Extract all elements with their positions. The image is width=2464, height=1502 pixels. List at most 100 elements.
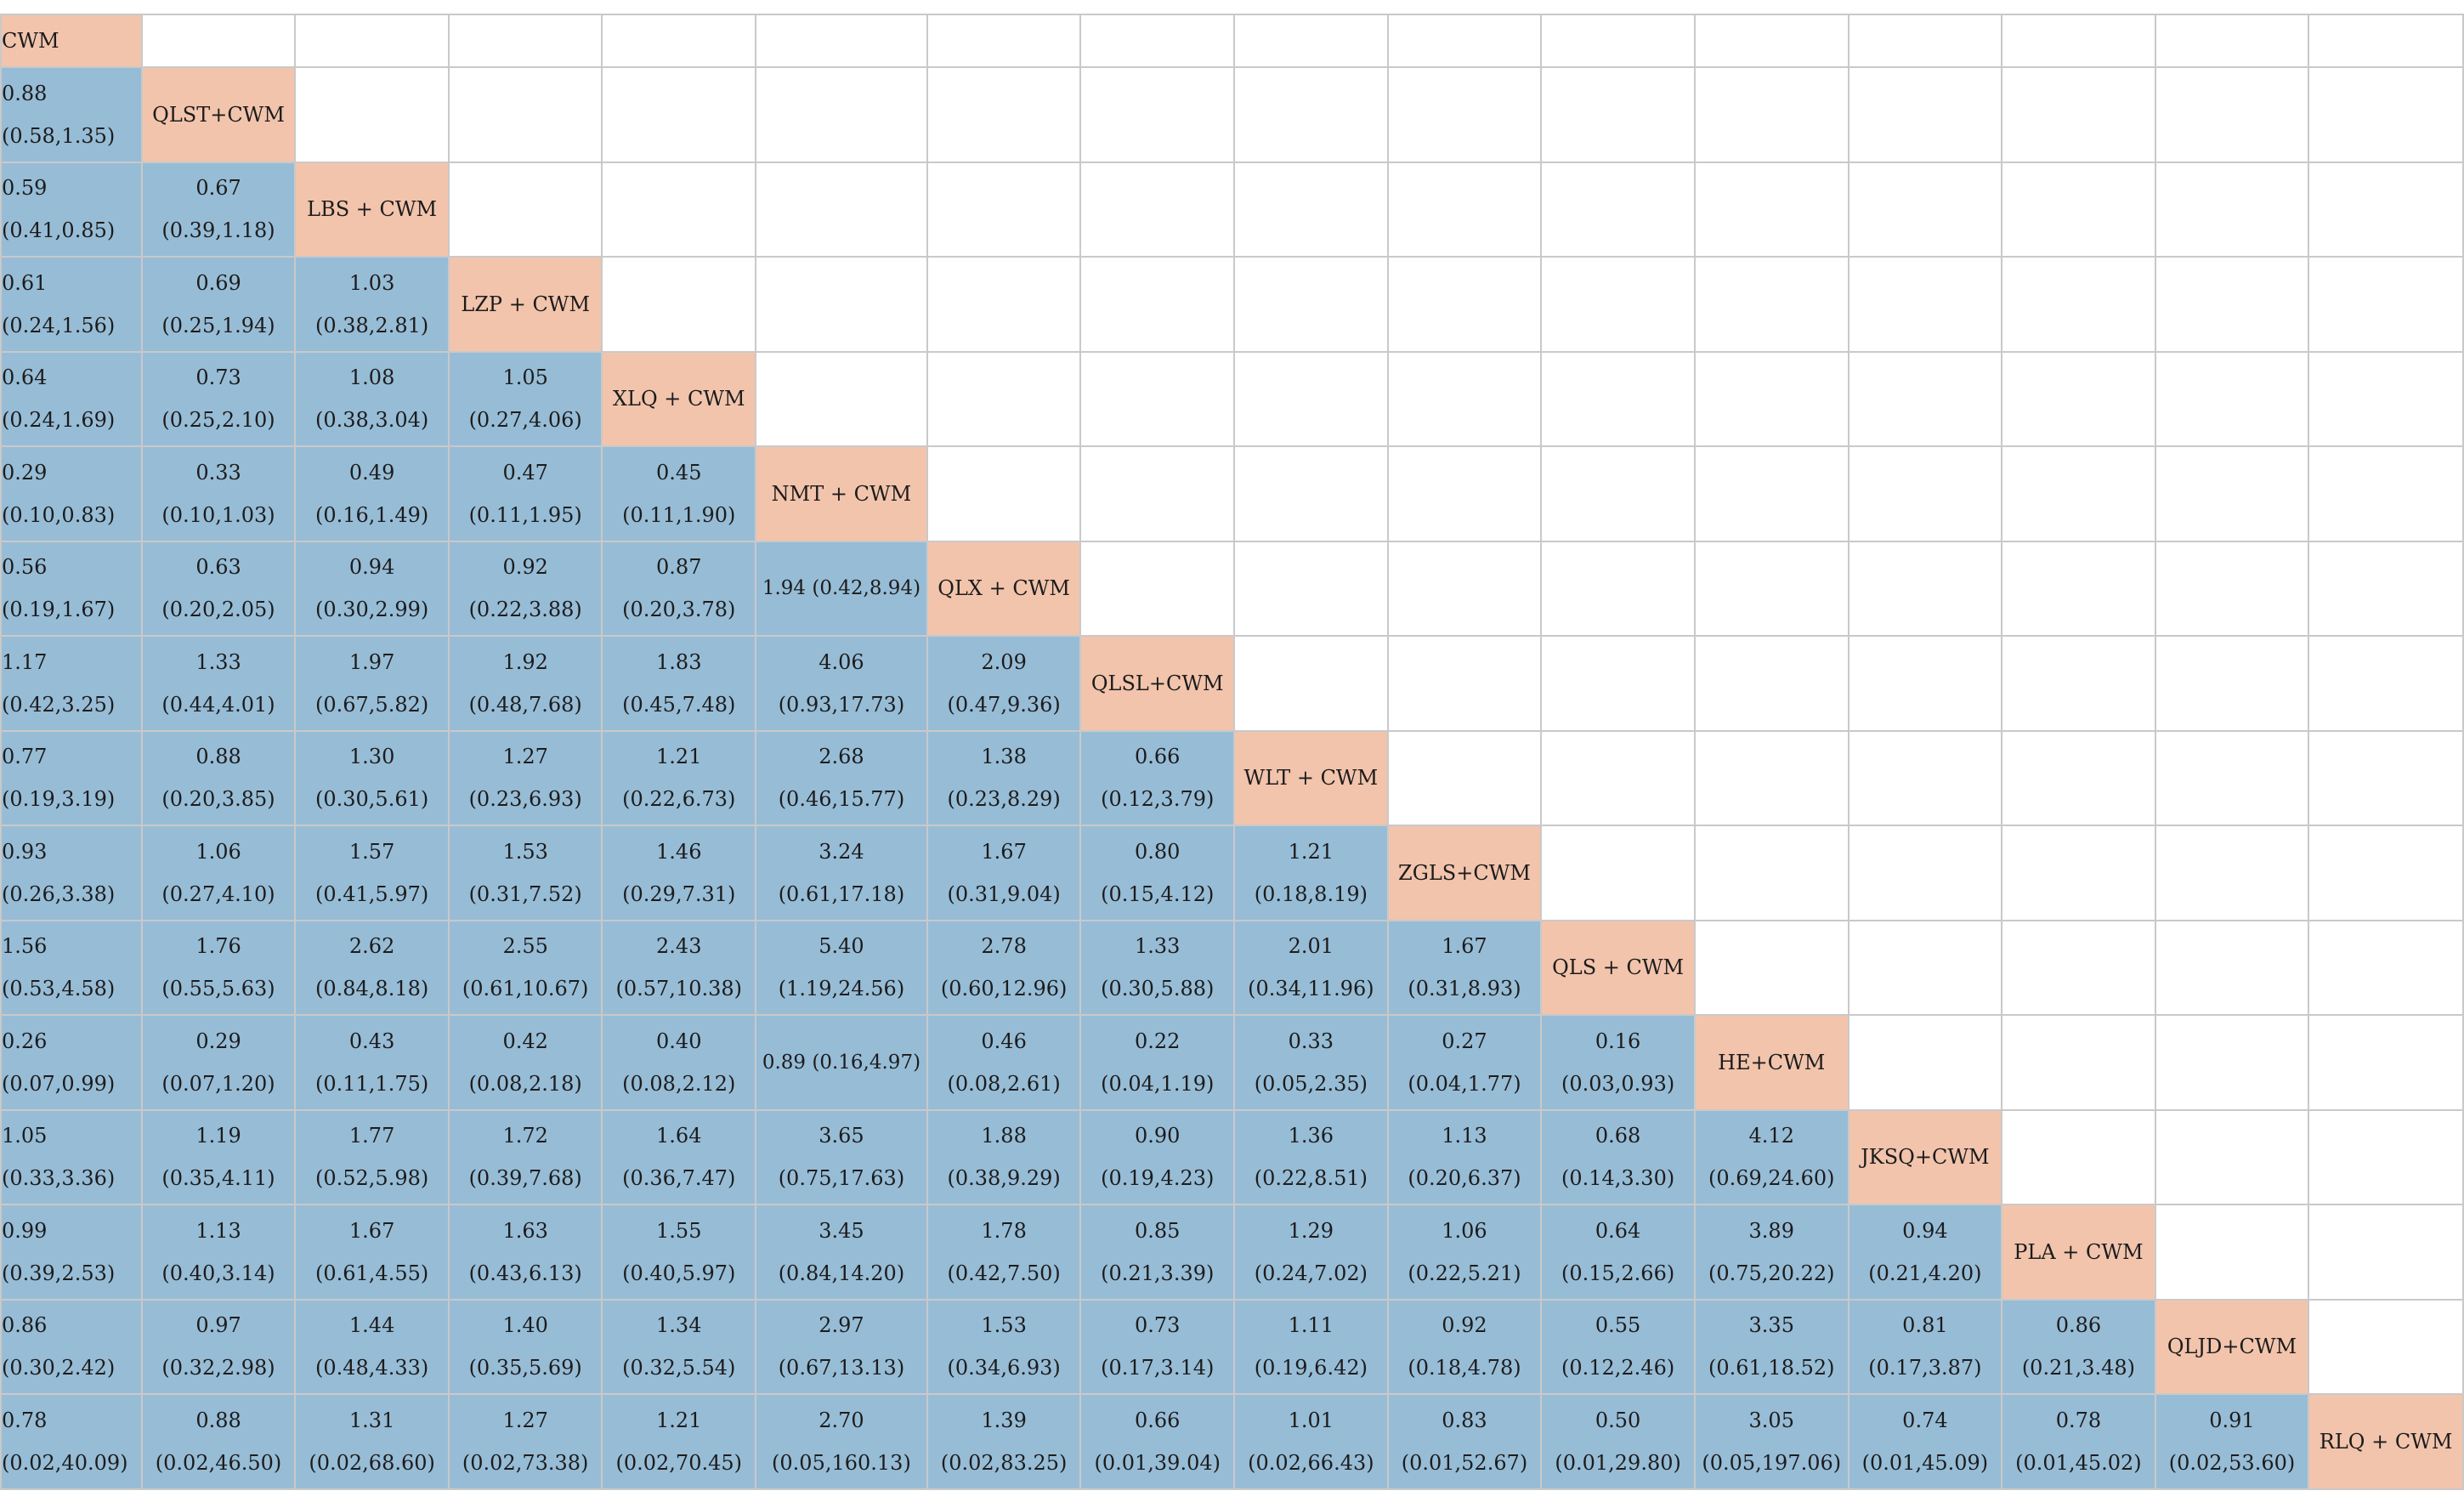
comparison-cell: 0.92 (0.18,4.78) <box>1386 1298 1543 1395</box>
empty-cell <box>1847 1014 2003 1111</box>
comparison-cell: 0.69 (0.25,1.94) <box>140 256 297 353</box>
effect-estimate: 0.83 <box>1442 1408 1487 1432</box>
comparison-cell: 0.29 (0.10,0.83) <box>0 445 143 542</box>
confidence-interval: (0.42,7.50) <box>947 1261 1061 1285</box>
empty-cell <box>2001 635 2156 732</box>
confidence-interval: (0.02,68.60) <box>309 1450 435 1475</box>
empty-cell <box>1233 350 1389 447</box>
effect-estimate: 2.01 <box>1288 934 1334 959</box>
confidence-interval: (0.27,4.06) <box>468 408 582 433</box>
confidence-interval: (0.93,17.73) <box>778 692 905 717</box>
empty-cell <box>2154 256 2310 353</box>
comparison-cell: 3.65 (0.75,17.63) <box>755 1108 928 1205</box>
table-row: 0.86 (0.30,2.42) 0.97 (0.32,2.98) 1.44 (0.48,… <box>0 1298 2464 1395</box>
empty-cell <box>2154 1204 2310 1301</box>
empty-cell <box>755 161 928 258</box>
confidence-interval: (0.34,11.96) <box>1248 977 1374 1001</box>
confidence-interval: (0.23,8.29) <box>947 787 1061 812</box>
comparison-cell: 2.62 (0.84,8.18) <box>294 919 450 1016</box>
comparison-cell: 1.57 (0.41,5.97) <box>294 825 450 921</box>
effect-estimate: 0.29 <box>2 460 48 485</box>
comparison-cell: 1.77 (0.52,5.98) <box>294 1108 450 1205</box>
effect-estimate: 1.30 <box>348 745 395 769</box>
comparison-cell: 0.77 (0.19,3.19) <box>0 729 143 826</box>
comparison-cell: 0.22 (0.04,1.19) <box>1079 1014 1236 1111</box>
comparison-cell: 1.27 (0.23,6.93) <box>447 729 603 826</box>
empty-cell <box>755 256 928 353</box>
comparison-cell: 3.24 (0.61,17.18) <box>755 825 928 921</box>
treatment-label: ZGLS+CWM <box>1386 825 1543 921</box>
comparison-cell: 0.66 (0.01,39.04) <box>1079 1393 1236 1490</box>
comparison-cell: 0.33 (0.10,1.03) <box>140 445 297 542</box>
confidence-interval: (0.05,160.13) <box>772 1450 911 1475</box>
effect-estimate: 2.78 <box>981 934 1027 959</box>
table-row: 0.93 (0.26,3.38) 1.06 (0.27,4.10) 1.57 (0.41,… <box>0 825 2464 921</box>
comparison-cell: 1.53 (0.31,7.52) <box>447 825 603 921</box>
empty-cell <box>1693 14 1849 68</box>
empty-cell <box>1233 66 1389 163</box>
effect-estimate: 3.45 <box>819 1218 864 1243</box>
empty-cell <box>926 445 1082 542</box>
comparison-cell: 1.21 (0.18,8.19) <box>1233 825 1389 921</box>
comparison-cell: 1.88 (0.38,9.29) <box>926 1108 1082 1205</box>
confidence-interval: (0.03,0.93) <box>1561 1071 1675 1096</box>
comparison-cell: 0.74 (0.01,45.09) <box>1847 1393 2003 1490</box>
empty-cell <box>1693 540 1849 637</box>
comparison-cell: 1.83 (0.45,7.48) <box>601 635 757 732</box>
effect-estimate: 1.39 <box>981 1408 1027 1432</box>
effect-estimate: 1.92 <box>502 649 548 674</box>
treatment-label: HE+CWM <box>1693 1014 1849 1111</box>
effect-estimate: 1.36 <box>1288 1124 1334 1148</box>
effect-estimate: 3.65 <box>819 1124 864 1148</box>
confidence-interval: (0.36,7.47) <box>622 1166 736 1191</box>
effect-estimate: 4.12 <box>1748 1124 1794 1148</box>
empty-cell <box>755 350 928 447</box>
comparison-cell: 0.83 (0.01,52.67) <box>1386 1393 1543 1490</box>
empty-cell <box>1847 729 2003 826</box>
comparison-cell: 0.33 (0.05,2.35) <box>1233 1014 1389 1111</box>
effect-estimate: 1.67 <box>981 839 1027 864</box>
comparison-cell: 2.70 (0.05,160.13) <box>755 1393 928 1490</box>
comparison-cell: 1.13 (0.40,3.14) <box>140 1204 297 1301</box>
empty-cell <box>2308 14 2464 68</box>
effect-estimate: 2.70 <box>819 1408 864 1432</box>
empty-cell <box>2001 445 2156 542</box>
empty-cell <box>1540 350 1696 447</box>
effect-estimate: 0.40 <box>656 1029 702 1053</box>
treatment-label: PLA + CWM <box>2001 1204 2156 1301</box>
effect-estimate: 3.89 <box>1748 1218 1794 1243</box>
empty-cell <box>1540 729 1696 826</box>
empty-cell <box>1386 445 1543 542</box>
empty-cell <box>2308 1108 2464 1205</box>
effect-estimate: 0.45 <box>656 460 702 485</box>
confidence-interval: (0.48,7.68) <box>468 692 582 717</box>
comparison-cell: 0.88 (0.02,46.50) <box>140 1393 297 1490</box>
empty-cell <box>2308 635 2464 732</box>
comparison-cell: 1.67 (0.31,8.93) <box>1386 919 1543 1016</box>
table-row: 0.77 (0.19,3.19) 0.88 (0.20,3.85) 1.30 (0.30,… <box>0 729 2464 826</box>
empty-cell <box>601 66 757 163</box>
effect-estimate: 0.78 <box>2055 1408 2102 1432</box>
effect-estimate: 1.44 <box>348 1313 395 1338</box>
confidence-interval: (0.31,8.93) <box>1408 977 1521 1001</box>
comparison-cell: 3.35 (0.61,18.52) <box>1693 1298 1849 1395</box>
confidence-interval: (0.46,15.77) <box>778 787 905 812</box>
comparison-cell: 1.40 (0.35,5.69) <box>447 1298 603 1395</box>
empty-cell <box>447 14 603 68</box>
comparison-cell: 0.43 (0.11,1.75) <box>294 1014 450 1111</box>
confidence-interval: (0.35,5.69) <box>468 1356 582 1380</box>
comparison-cell: 1.39 (0.02,83.25) <box>926 1393 1082 1490</box>
comparison-cell: 2.01 (0.34,11.96) <box>1233 919 1389 1016</box>
confidence-interval: (0.40,5.97) <box>622 1261 736 1285</box>
empty-cell <box>294 14 450 68</box>
confidence-interval: (0.25,2.10) <box>161 408 275 433</box>
effect-estimate: 0.67 <box>195 176 241 201</box>
confidence-interval: (0.22,6.73) <box>622 787 736 812</box>
comparison-cell: 0.88 (0.58,1.35) <box>0 66 143 163</box>
effect-estimate: 1.77 <box>348 1124 395 1148</box>
effect-estimate: 0.46 <box>981 1029 1027 1053</box>
empty-cell <box>1386 161 1543 258</box>
comparison-cell: 0.64 (0.15,2.66) <box>1540 1204 1696 1301</box>
effect-estimate: 0.43 <box>348 1029 395 1053</box>
effect-estimate: 0.73 <box>195 366 241 390</box>
